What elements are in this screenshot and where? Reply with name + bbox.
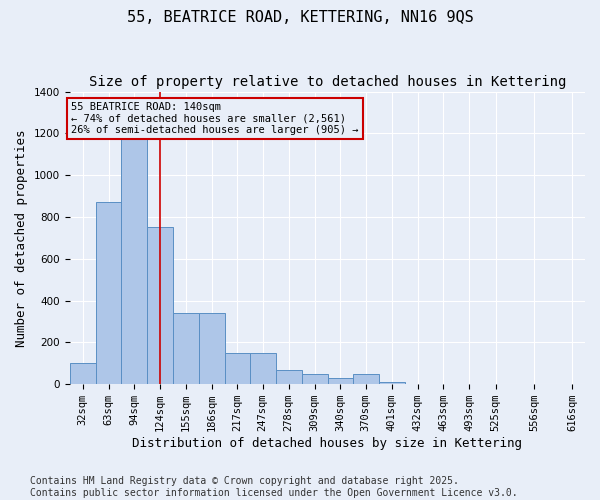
Bar [276,370,302,384]
Bar [224,353,250,384]
Text: Contains HM Land Registry data © Crown copyright and database right 2025.
Contai: Contains HM Land Registry data © Crown c… [30,476,518,498]
Text: 55, BEATRICE ROAD, KETTERING, NN16 9QS: 55, BEATRICE ROAD, KETTERING, NN16 9QS [127,10,473,25]
Title: Size of property relative to detached houses in Kettering: Size of property relative to detached ho… [89,75,566,89]
Bar [250,353,276,384]
Text: 55 BEATRICE ROAD: 140sqm
← 74% of detached houses are smaller (2,561)
26% of sem: 55 BEATRICE ROAD: 140sqm ← 74% of detach… [71,102,359,135]
X-axis label: Distribution of detached houses by size in Kettering: Distribution of detached houses by size … [132,437,522,450]
Bar [70,364,95,384]
Bar [199,313,224,384]
Bar [302,374,328,384]
Bar [121,116,146,384]
Bar [328,378,353,384]
Bar [379,382,405,384]
Bar [353,374,379,384]
Bar [95,202,121,384]
Bar [146,228,173,384]
Bar [173,313,199,384]
Y-axis label: Number of detached properties: Number of detached properties [15,129,28,346]
